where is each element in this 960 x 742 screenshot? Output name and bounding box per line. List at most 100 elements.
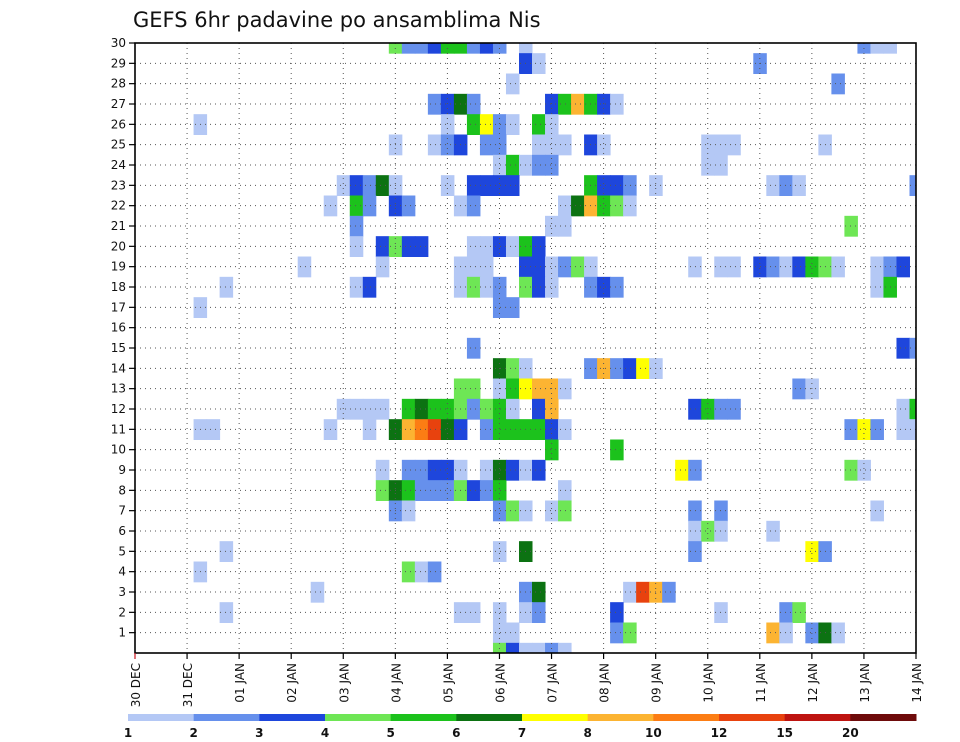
heatmap-cell	[909, 337, 917, 359]
heatmap-cell	[401, 195, 416, 217]
heatmap-cell	[492, 114, 507, 135]
heatmap-cell	[545, 256, 559, 278]
x-tick-label: 04 JAN	[389, 663, 403, 703]
y-tick-label: 2	[118, 605, 126, 619]
heatmap-cell	[505, 398, 520, 420]
heatmap-cell	[558, 215, 572, 237]
heatmap-cell	[545, 276, 559, 298]
colorbar-label: 15	[776, 726, 793, 740]
heatmap-cell	[532, 154, 546, 176]
heatmap-cell	[766, 175, 780, 196]
heatmap-cell	[492, 622, 507, 644]
heatmap-cell	[597, 195, 611, 217]
heatmap-cell	[505, 114, 520, 135]
y-tick-label: 3	[118, 585, 126, 599]
y-tick-label: 6	[118, 524, 126, 538]
heatmap-cell	[414, 459, 429, 481]
heatmap-cell	[779, 256, 793, 278]
heatmap-cell	[414, 561, 429, 583]
heatmap-cell	[440, 459, 455, 481]
heatmap-cell	[532, 114, 546, 135]
heatmap-cell	[440, 175, 455, 196]
heatmap-cell	[792, 378, 806, 400]
heatmap-cell	[727, 398, 741, 420]
heatmap-cell	[779, 175, 793, 196]
heatmap-cell	[440, 134, 455, 156]
heatmap-cell	[870, 256, 884, 278]
heatmap-cell	[505, 358, 520, 379]
heatmap-cell	[571, 195, 585, 217]
heatmap-cell	[532, 53, 546, 74]
heatmap-cell	[375, 175, 390, 196]
x-tick-label: 30 DEC	[129, 663, 143, 707]
heatmap-cell	[532, 276, 546, 298]
y-tick-label: 28	[111, 77, 126, 91]
heatmap-cell	[532, 256, 546, 278]
heatmap-cell	[636, 358, 650, 379]
heatmap-cell	[844, 419, 858, 440]
heatmap-cell	[401, 398, 416, 420]
heatmap-cell	[479, 175, 494, 196]
heatmap-cell	[505, 642, 520, 654]
heatmap-cell	[453, 43, 468, 54]
colorbar-label: 5	[386, 726, 394, 740]
y-tick-label: 30	[111, 36, 126, 50]
x-tick-label: 14 JAN	[910, 663, 924, 703]
heatmap-cell	[466, 114, 481, 135]
heatmap-cell	[401, 500, 416, 522]
heatmap-cell	[479, 134, 494, 156]
heatmap-cell	[909, 419, 917, 440]
heatmap-cell	[427, 43, 442, 54]
heatmap-cell	[362, 398, 377, 420]
heatmap-cell	[427, 134, 442, 156]
heatmap-cell	[440, 114, 455, 135]
heatmap-cell	[414, 43, 429, 54]
heatmap-cell	[610, 93, 624, 115]
heatmap-cell	[610, 439, 624, 461]
heatmap-cell	[831, 73, 845, 95]
heatmap-cell	[466, 93, 481, 115]
heatmap-cell	[831, 256, 845, 278]
heatmap-cell	[466, 175, 481, 196]
heatmap-cell	[492, 541, 507, 562]
x-tick-label: 02 JAN	[285, 663, 299, 703]
heatmap-cell	[492, 459, 507, 481]
heatmap-cell	[805, 541, 819, 562]
heatmap-cell	[505, 378, 520, 400]
heatmap-cell	[597, 276, 611, 298]
heatmap-cell	[505, 236, 520, 257]
heatmap-cell	[492, 236, 507, 257]
heatmap-cell	[623, 175, 637, 196]
heatmap-cell	[440, 398, 455, 420]
heatmap-cell	[505, 154, 520, 176]
x-tick-label: 06 JAN	[493, 663, 507, 703]
heatmap-cell	[401, 419, 416, 440]
heatmap-cell	[727, 134, 741, 156]
colorbar-label: 4	[321, 726, 329, 740]
heatmap-cell	[558, 500, 572, 522]
y-tick-label: 23	[111, 178, 126, 192]
heatmap-cell	[766, 520, 780, 542]
y-tick-label: 7	[118, 504, 126, 518]
heatmap-cell	[466, 378, 481, 400]
heatmap-cell	[518, 43, 533, 54]
y-tick-label: 12	[111, 402, 126, 416]
heatmap-cell	[766, 622, 780, 644]
x-tick-label: 13 JAN	[858, 663, 872, 703]
y-tick-label: 9	[118, 463, 126, 477]
colorbar-swatch	[193, 714, 260, 721]
heatmap-cell	[909, 175, 917, 196]
heatmap-cell	[375, 236, 390, 257]
heatmap-cell	[597, 175, 611, 196]
heatmap-cell	[492, 602, 507, 623]
y-tick-label: 14	[111, 361, 126, 375]
heatmap-cell	[636, 581, 650, 603]
heatmap-cell	[545, 154, 559, 176]
heatmap-cell	[297, 256, 312, 278]
colorbar-swatch	[719, 714, 786, 721]
heatmap-cell	[532, 378, 546, 400]
y-tick-label: 1	[118, 626, 126, 640]
heatmap-cell	[597, 93, 611, 115]
heatmap-cell	[518, 642, 533, 654]
heatmap-cell	[857, 419, 871, 440]
